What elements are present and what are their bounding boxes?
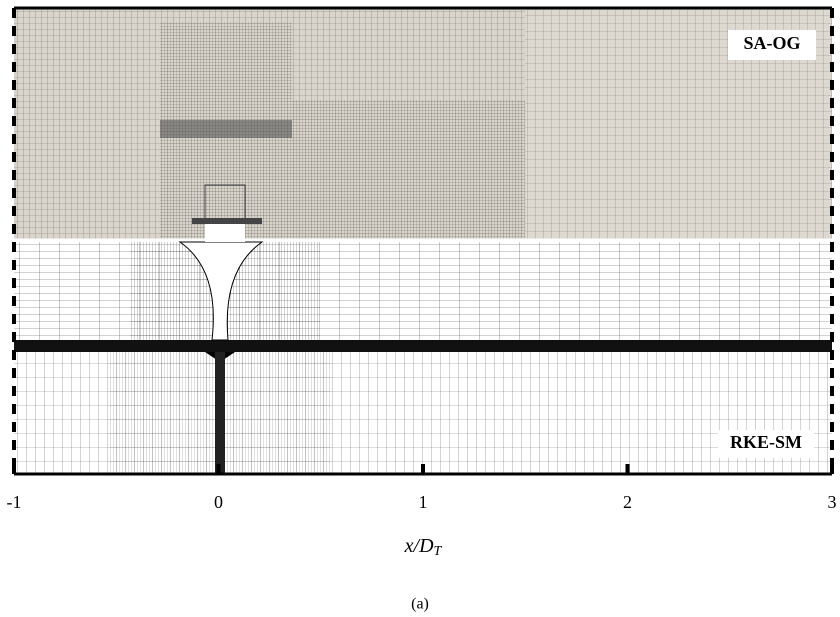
x-tick-label: 2 bbox=[623, 492, 632, 512]
x-tick-label: 3 bbox=[828, 492, 837, 512]
mesh-bottom bbox=[14, 224, 832, 474]
x-axis-label: x/DT bbox=[404, 535, 443, 560]
x-axis-label-subscript: T bbox=[434, 544, 443, 559]
panel-label: RKE-SM bbox=[730, 432, 802, 452]
x-axis-label-main: x/D bbox=[404, 535, 434, 557]
panel-label: SA-OG bbox=[743, 33, 800, 53]
x-tick-label: 1 bbox=[419, 492, 428, 512]
caption: (a) bbox=[411, 596, 429, 613]
mesh-top bbox=[14, 8, 832, 240]
x-tick-label: 0 bbox=[214, 492, 223, 512]
x-tick-label: -1 bbox=[7, 492, 22, 512]
